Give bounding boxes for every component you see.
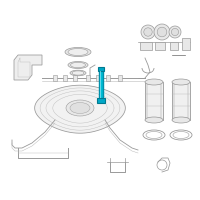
- Bar: [100, 71, 101, 98]
- Bar: [98, 67, 104, 71]
- Bar: [140, 42, 152, 50]
- Circle shape: [141, 25, 155, 39]
- Bar: [172, 82, 190, 120]
- Bar: [118, 75, 122, 81]
- Ellipse shape: [172, 117, 190, 123]
- Circle shape: [169, 26, 181, 38]
- Polygon shape: [35, 85, 125, 133]
- Ellipse shape: [172, 79, 190, 85]
- Circle shape: [157, 27, 167, 37]
- Ellipse shape: [145, 79, 163, 85]
- Ellipse shape: [70, 102, 90, 114]
- Bar: [174, 84, 188, 118]
- Ellipse shape: [68, 62, 88, 68]
- Circle shape: [171, 28, 179, 36]
- Ellipse shape: [68, 48, 88, 55]
- Ellipse shape: [66, 100, 94, 116]
- Bar: [147, 84, 161, 118]
- Bar: [53, 75, 57, 81]
- Bar: [96, 75, 100, 81]
- Bar: [182, 38, 190, 50]
- Bar: [145, 82, 163, 120]
- Bar: [73, 75, 77, 81]
- Circle shape: [144, 28, 152, 36]
- Ellipse shape: [70, 70, 86, 76]
- Bar: [155, 42, 165, 50]
- Ellipse shape: [65, 47, 91, 57]
- Bar: [63, 75, 67, 81]
- Ellipse shape: [72, 71, 84, 75]
- Ellipse shape: [145, 117, 163, 123]
- Bar: [86, 75, 90, 81]
- Bar: [106, 75, 110, 81]
- Polygon shape: [14, 55, 42, 80]
- Ellipse shape: [70, 62, 86, 68]
- Circle shape: [154, 24, 170, 40]
- Bar: [170, 42, 178, 50]
- Bar: [99, 69, 103, 100]
- Bar: [97, 98, 105, 103]
